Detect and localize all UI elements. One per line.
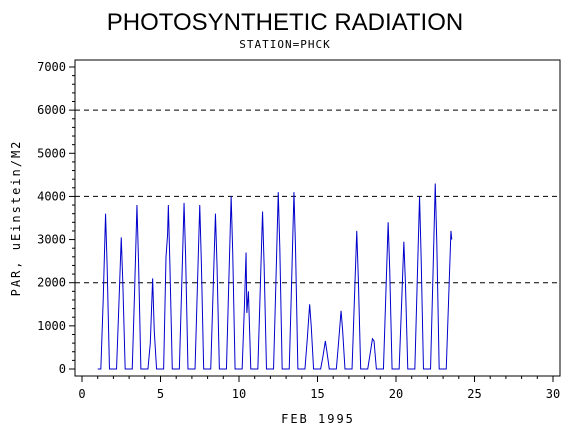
chart-title: PHOTOSYNTHETIC RADIATION [107, 9, 463, 36]
x-tick-label: 25 [467, 387, 481, 401]
y-tick-label: 6000 [37, 103, 66, 117]
y-axis: 0 1000 2000 3000 4000 5000 6000 7000 [37, 60, 75, 376]
par-series-line [97, 183, 453, 370]
x-axis: 0 5 10 15 20 25 30 [78, 376, 560, 401]
series-group [97, 183, 453, 370]
x-tick-label: 0 [78, 387, 85, 401]
x-tick-label: 5 [157, 387, 164, 401]
plot-area-frame [74, 59, 561, 377]
y-tick-label: 5000 [37, 146, 66, 160]
y-tick-label: 3000 [37, 233, 66, 247]
y-tick-label: 4000 [37, 189, 66, 203]
x-tick-label: 10 [232, 387, 246, 401]
x-axis-label: FEB 1995 [281, 412, 355, 426]
reference-lines [75, 109, 560, 284]
y-tick-label: 2000 [37, 276, 66, 290]
x-tick-label: 20 [389, 387, 403, 401]
y-tick-label: 1000 [37, 319, 66, 333]
x-tick-label: 30 [546, 387, 560, 401]
y-tick-label: 7000 [37, 60, 66, 74]
y-tick-label: 0 [59, 362, 66, 376]
x-tick-label: 15 [310, 387, 324, 401]
chart-subtitle: STATION=PHCK [239, 38, 330, 51]
y-axis-label: PAR, uEinstein/M2 [9, 140, 23, 297]
